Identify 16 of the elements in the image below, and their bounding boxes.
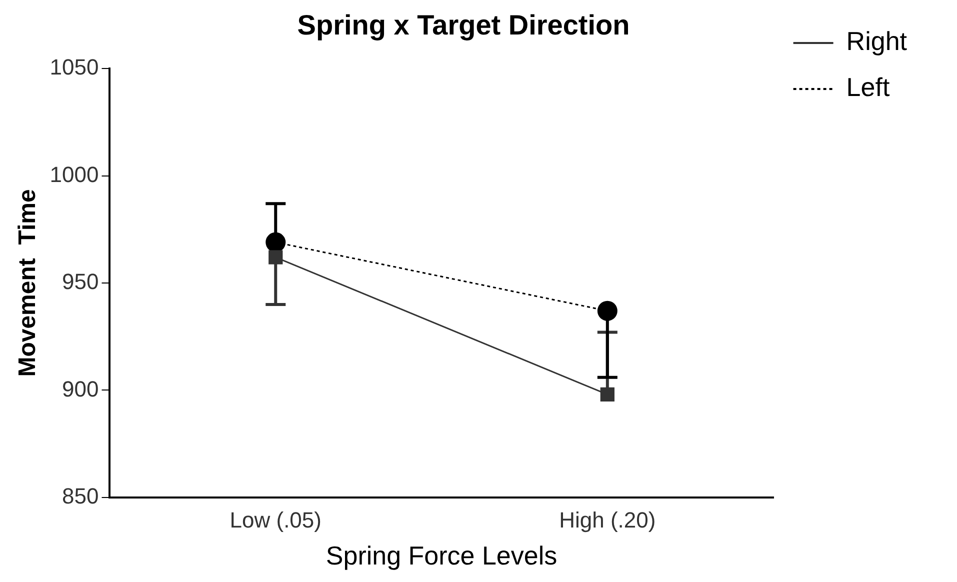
chart-title: Spring x Target Direction <box>297 10 630 41</box>
point <box>268 250 283 264</box>
y-axis-title: Movement Time <box>14 189 42 377</box>
y-tick-label: 850 <box>62 483 99 508</box>
y-tick-label: 1000 <box>50 162 99 187</box>
y-tick-label: 1050 <box>50 54 99 80</box>
legend-label: Left <box>846 72 890 102</box>
y-tick-label: 950 <box>62 269 99 294</box>
point <box>600 387 614 402</box>
y-tick-label: 900 <box>62 376 99 402</box>
point <box>266 232 286 252</box>
x-tick-label: High (.20) <box>559 508 656 533</box>
legend-label: Right <box>846 26 908 56</box>
x-axis-title: Spring Force Levels <box>326 540 558 571</box>
x-tick-label: Low (.05) <box>230 508 322 533</box>
point <box>597 300 618 321</box>
